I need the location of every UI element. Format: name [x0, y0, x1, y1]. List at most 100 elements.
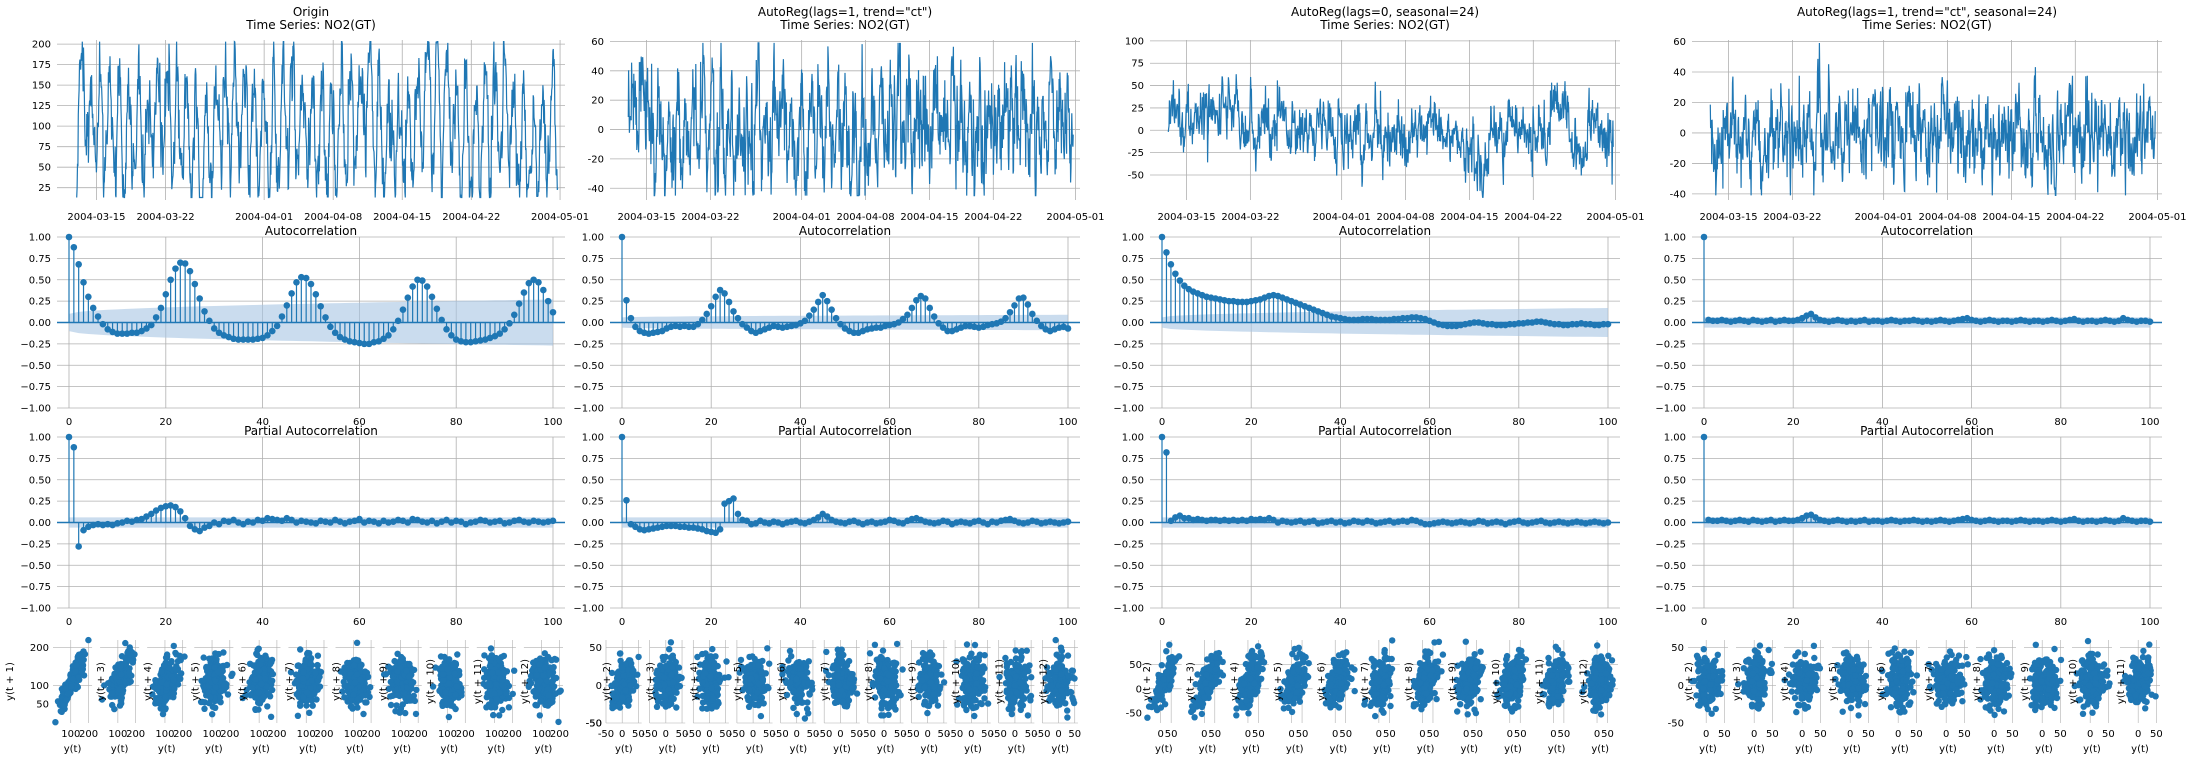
- lag-xtick-label: 0: [794, 729, 800, 740]
- lag-point: [755, 680, 763, 688]
- lag-plot-7: -50 0 50y(t)y(t + 8): [860, 640, 907, 755]
- lag-point: [981, 695, 988, 702]
- lag-point: [609, 702, 616, 709]
- lag-point: [72, 662, 80, 669]
- acf-stem-marker: [506, 320, 513, 327]
- lag-point: [485, 680, 492, 687]
- lag-xlabel: y(t): [535, 744, 553, 755]
- acf-stem-marker: [302, 274, 310, 282]
- lag-xlabel: y(t): [1008, 744, 1026, 755]
- lag-point: [360, 710, 367, 718]
- lag-point: [879, 647, 887, 654]
- lag-point: [532, 693, 539, 700]
- lag-point: [294, 662, 301, 669]
- lag-point: [796, 696, 803, 704]
- acf-ytick-label: 0.75: [582, 254, 604, 265]
- lag-point: [159, 710, 167, 718]
- pacf-xtick-label: 100: [543, 617, 562, 628]
- lag-point: [486, 663, 494, 670]
- lag-point: [1026, 694, 1034, 701]
- lag-point: [973, 670, 980, 678]
- lag-xtick-label: 100: [344, 729, 363, 740]
- acf-stem-marker: [394, 317, 402, 325]
- acf-stem-marker: [423, 283, 431, 290]
- lag-point: [699, 705, 706, 712]
- acf-stem-marker: [85, 293, 92, 301]
- lag-point: [707, 673, 714, 680]
- acf-stem-marker: [235, 336, 242, 343]
- lag-point: [971, 641, 979, 649]
- lag-point: [212, 704, 219, 711]
- acf-stem-marker: [239, 336, 247, 343]
- lag-point: [702, 650, 709, 657]
- pacf-ytick-label: −0.75: [20, 582, 51, 593]
- ts-title-line1: Origin: [293, 5, 329, 19]
- lag-point: [451, 670, 459, 678]
- ts-xtick-label: 2004-04-01: [773, 212, 831, 223]
- acf-stem-marker: [698, 316, 706, 324]
- lag-ylabel: y(t + 12): [520, 659, 531, 704]
- lag-point: [673, 689, 680, 696]
- lag-point: [178, 670, 185, 677]
- lag-ytick-label: 50: [36, 700, 49, 711]
- acf-stem-marker: [380, 335, 387, 343]
- acf-xtick-label: 100: [1058, 417, 1077, 428]
- lag-point: [399, 655, 406, 662]
- pacf-xtick-label: 20: [159, 617, 172, 628]
- lag-xtick-label: 0: [924, 729, 930, 740]
- ts-ytick-label: 75: [1131, 59, 1144, 70]
- lag-xlabel: y(t): [346, 744, 364, 755]
- lag-xtick-label: 0: [1055, 729, 1061, 740]
- acf-stem-marker: [712, 293, 719, 301]
- lag-point: [878, 655, 886, 662]
- lag-point: [228, 672, 235, 679]
- lag-xlabel: y(t): [746, 744, 764, 755]
- acf-stem-marker: [118, 330, 126, 337]
- lag-xlabel: y(t): [1051, 744, 1069, 755]
- lag-point: [481, 652, 488, 659]
- lag-point: [69, 675, 77, 683]
- ts-xtick-label: 2004-04-22: [442, 212, 500, 223]
- lag-point: [885, 711, 892, 718]
- acf-stem-marker: [930, 313, 938, 320]
- lag-xtick-label: 100: [391, 729, 410, 740]
- lag-ylabel: y(t + 9): [907, 662, 918, 701]
- lag-xtick-label: 100: [202, 729, 221, 740]
- acf-title: Autocorrelation: [265, 224, 357, 238]
- lag-point: [662, 653, 669, 660]
- acf-xtick-label: 40: [256, 417, 269, 428]
- pacf-stem-marker: [215, 520, 223, 528]
- lag-ylabel: y(t + 5): [733, 662, 744, 701]
- acf-stem-marker: [114, 330, 121, 337]
- acf-stem-marker: [244, 336, 252, 343]
- pacf-ytick-label: −1.00: [573, 604, 604, 615]
- lag-point: [619, 664, 626, 671]
- lag-point: [439, 671, 447, 678]
- ts-ytick-label: 100: [1125, 36, 1144, 47]
- lag-point: [314, 661, 321, 669]
- lag-point: [363, 699, 370, 706]
- lag-point: [669, 655, 677, 662]
- lag-point: [1010, 695, 1017, 702]
- lag-xtick-label: -50: [991, 729, 1007, 740]
- pacf-stem-marker: [181, 514, 189, 522]
- lag-point: [511, 667, 518, 674]
- acf-stem-marker: [147, 321, 155, 329]
- lag-ylabel: y(t + 8): [864, 662, 875, 701]
- lag-ylabel: y(t + 4): [143, 662, 154, 701]
- lag-point: [118, 653, 126, 660]
- column-3: -50 -25 0 25 50 75 100 2004-03-15 2004-03-22 2004…: [1113, 5, 1644, 755]
- acf-stem-marker: [627, 314, 635, 322]
- lag-xtick-label: 200: [220, 729, 239, 740]
- lag-point: [267, 713, 275, 720]
- acf-stem-marker: [317, 302, 324, 310]
- lag-point: [661, 691, 668, 699]
- acf-stem-marker: [926, 304, 934, 312]
- lag-point: [483, 694, 490, 701]
- acf-ytick-label: −0.50: [573, 361, 604, 372]
- acf-stem-marker: [462, 338, 470, 346]
- pacf-ytick-label: 0.75: [29, 454, 51, 465]
- acf-ytick-label: −0.25: [573, 339, 604, 350]
- pacf-stem-marker: [375, 520, 383, 527]
- acf-xtick-label: 80: [972, 417, 985, 428]
